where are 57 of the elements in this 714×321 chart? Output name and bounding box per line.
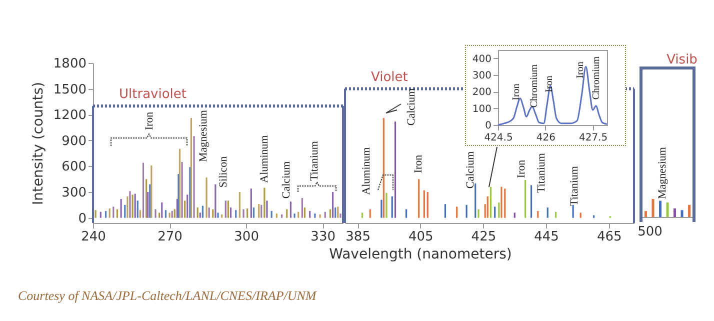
annotation: Calcium [280, 161, 292, 199]
bar [652, 199, 654, 217]
annotation: Titanium [308, 141, 320, 181]
bar [688, 204, 691, 217]
annotation: Aluminum [360, 147, 372, 195]
bar [644, 211, 647, 217]
annotation: Titanium [568, 166, 580, 206]
y-tick-label: 300 [62, 186, 86, 201]
x-tick-label: 427.5 [578, 132, 608, 144]
y-tick-label: 1200 [53, 108, 86, 124]
x-tick-label: 240 [81, 230, 106, 244]
y-axis-title: Intensity (counts) [30, 82, 46, 206]
ref-line-label: Violet [371, 70, 408, 85]
annotation: Iron [511, 84, 522, 100]
y-tick-label: 300 [472, 70, 492, 82]
y-tick-label: 200 [472, 87, 492, 98]
bar [680, 210, 684, 217]
x-tick-label: 425 [471, 230, 496, 244]
y-tick-label: 0 [485, 120, 492, 132]
annotation: Chromium [591, 56, 602, 100]
annotation: Chromium [529, 64, 540, 108]
annotation: Iron [544, 76, 555, 92]
x-axis-title: Wavelength (nanometers) [329, 246, 512, 262]
y-tick-label: 1500 [53, 82, 86, 98]
bar [666, 202, 669, 217]
annotation: Calcium [406, 88, 418, 126]
annotation: Iron [144, 112, 156, 130]
y-tick-label: 900 [62, 134, 86, 149]
x-tick-label: 385 [346, 230, 370, 244]
annotation: Silicon [218, 156, 230, 188]
x-tick-label: 300 [234, 230, 259, 244]
y-tick-label: 100 [472, 104, 492, 115]
y-tick-label: 1800 [53, 56, 86, 72]
annotation: Magnesium [198, 110, 210, 162]
x-tick-label: 426 [536, 132, 556, 144]
ref-line-label: Ultraviolet [119, 87, 187, 102]
x-tick-label: 424.5 [484, 132, 513, 144]
y-tick-label: 600 [62, 160, 86, 175]
text: Visib [666, 52, 698, 68]
text: Courtesy of NASA/JPL-Caltech/LANL/CNES/IRAP/UNM [18, 288, 316, 304]
x-tick-label: 445 [534, 230, 559, 244]
annotation: Aluminum [258, 135, 270, 183]
annotation: Calcium [464, 151, 476, 189]
y-tick-label: 0 [78, 211, 86, 226]
annotation: Iron [575, 62, 586, 78]
x-tick-label: 330 [310, 230, 336, 244]
bar [658, 200, 662, 217]
annotation: Iron [412, 154, 424, 174]
text: Magnesium [656, 147, 668, 199]
x-tick-label: 405 [408, 230, 434, 244]
x-tick-label: 465 [596, 230, 622, 244]
x-tick-label: 270 [158, 230, 182, 244]
annotation: Titanium [536, 153, 548, 193]
bar [674, 208, 676, 217]
text: 500 [638, 224, 662, 240]
y-tick-label: 400 [472, 54, 492, 65]
annotation: Iron [516, 160, 528, 178]
